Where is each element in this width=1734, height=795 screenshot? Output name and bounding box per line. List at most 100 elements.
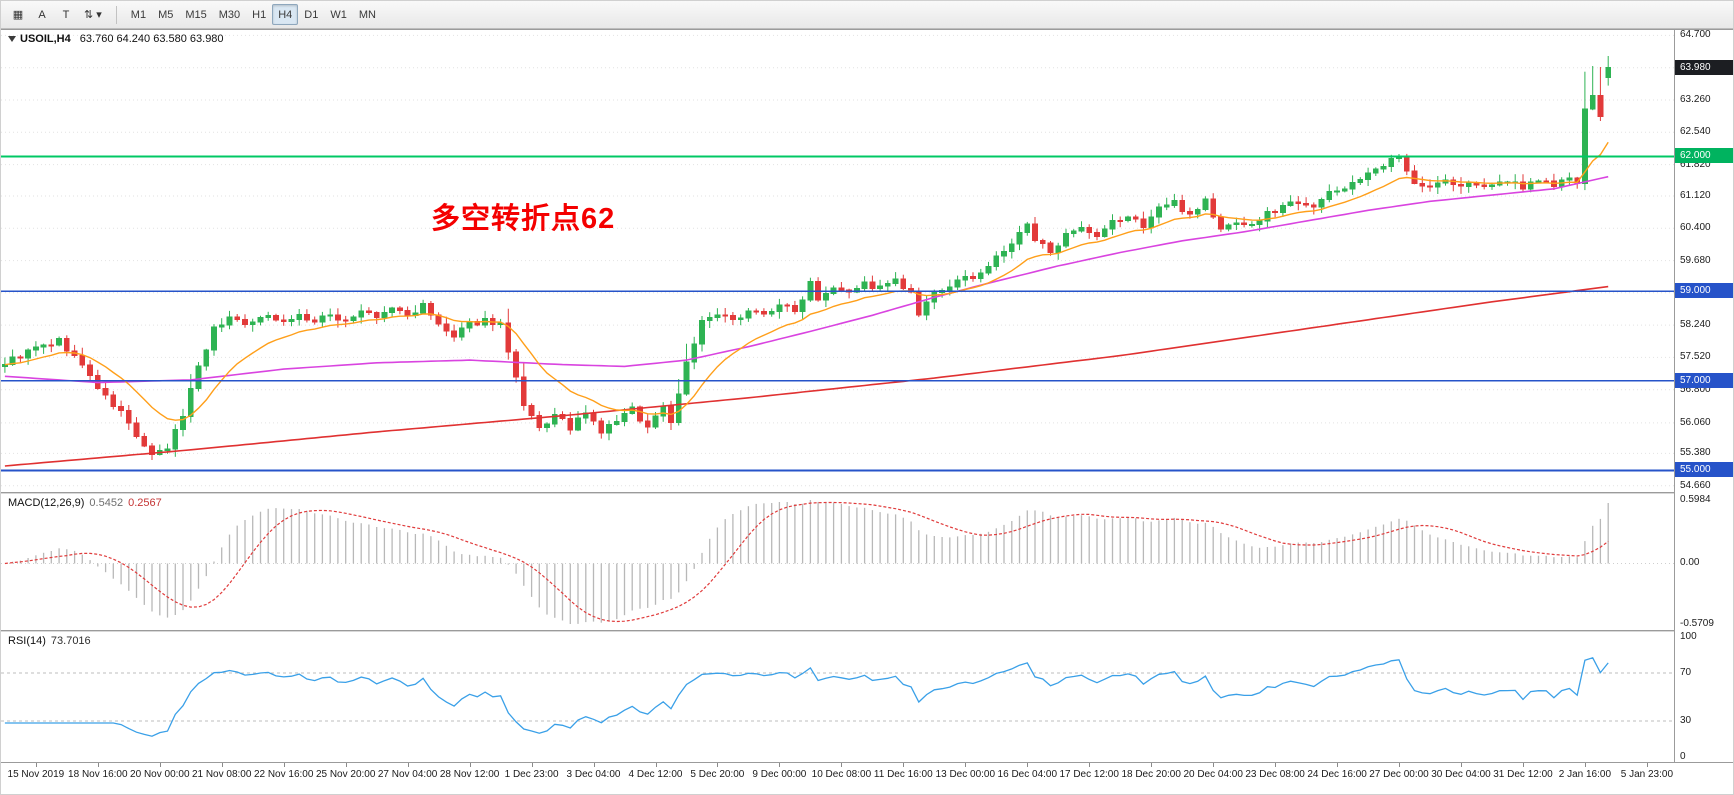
timeframe-button-d1[interactable]: D1 <box>304 8 319 21</box>
time-axis-tick <box>345 763 347 767</box>
time-axis-tick <box>1399 763 1400 767</box>
time-axis[interactable]: 15 Nov 2019 18 Nov 16:00 20 Nov 00:00 21 No… <box>1 762 1733 794</box>
time-label: 5 Jan 23:00 <box>1620 769 1674 780</box>
collapse-arrow-icon[interactable] <box>8 36 16 43</box>
time-axis-tick <box>593 763 595 767</box>
time-label: 5 Dec 20:00 <box>690 769 745 780</box>
timeframe-button-m1[interactable]: M1 <box>130 8 147 21</box>
time-label: 27 Nov 04:00 <box>377 769 438 780</box>
time-axis-tick <box>965 763 967 767</box>
price-tick: 62.540 <box>1680 126 1711 138</box>
time-label: 16 Dec 04:00 <box>997 769 1058 780</box>
rsi-scale-tick: 70 <box>1680 667 1692 678</box>
macd-canvas[interactable] <box>1 494 1674 630</box>
pane-separator[interactable] <box>1 492 1733 494</box>
macd-scale-tick: 0.5984 <box>1680 494 1711 505</box>
timeframe-button-m5[interactable]: M5 <box>158 8 174 21</box>
time-axis-tick <box>407 763 409 767</box>
time-label: 27 Dec 00:00 <box>1369 769 1429 780</box>
time-axis-tick <box>1584 763 1586 767</box>
macd-scale-tick: 0.00 <box>1680 557 1700 569</box>
time-axis-tick <box>469 763 471 767</box>
time-axis-tick <box>1646 763 1648 767</box>
price-tick: 56.800 <box>1680 383 1711 395</box>
price-tick: 57.520 <box>1680 351 1711 363</box>
price-tick: 54.660 <box>1680 479 1711 491</box>
time-axis-tick <box>1089 763 1091 767</box>
time-label: 22 Nov 16:00 <box>253 769 314 780</box>
chart-windows-icon[interactable]: ▦ <box>12 9 24 21</box>
rsi-label: RSI(14) <box>8 635 46 647</box>
timeframe-button-mn[interactable]: MN <box>358 8 376 21</box>
toolbar-separator <box>115 5 117 24</box>
time-axis-tick <box>531 763 533 767</box>
time-label: 18 Dec 20:00 <box>1121 769 1181 780</box>
price-tick: 64.700 <box>1680 29 1711 41</box>
time-label: 17 Dec 12:00 <box>1059 769 1119 780</box>
price-tick: 63.260 <box>1680 93 1711 105</box>
time-label: 31 Dec 12:00 <box>1493 769 1553 780</box>
timeframe-button-m15[interactable]: M15 <box>185 8 207 21</box>
time-axis-tick <box>841 763 843 767</box>
time-label: 28 Nov 12:00 <box>439 769 500 780</box>
current-price-badge: 63.980 <box>1675 59 1733 75</box>
timeframe-button-w1[interactable]: W1 <box>330 8 347 21</box>
hline-59-badge: 59.000 <box>1675 283 1733 299</box>
cursor-a-icon[interactable]: A <box>38 8 46 21</box>
macd-scale-tick: -0.5709 <box>1680 618 1714 629</box>
rsi-title: RSI(14) 73.7016 <box>8 635 91 647</box>
chart-annotation-text[interactable]: 多空转折点62 <box>431 203 616 235</box>
time-axis-tick <box>1337 763 1339 767</box>
time-label: 30 Dec 04:00 <box>1431 769 1491 780</box>
price-tick: 56.060 <box>1680 416 1711 428</box>
macd-main-value: 0.5452 <box>89 497 124 509</box>
macd-signal-value: 0.2567 <box>128 497 162 509</box>
time-label: 9 Dec 00:00 <box>752 769 807 780</box>
macd-title: MACD(12,26,9) 0.5452 0.2567 <box>8 497 162 509</box>
main-chart-canvas[interactable] <box>1 30 1674 492</box>
rsi-canvas[interactable] <box>1 632 1674 762</box>
hline-57-badge: 57.000 <box>1675 372 1733 388</box>
time-label: 23 Dec 08:00 <box>1245 769 1305 780</box>
price-tick: 61.120 <box>1680 189 1711 201</box>
scale-toggle-icon[interactable]: ⇅ ▾ <box>84 9 102 21</box>
time-label: 3 Dec 04:00 <box>566 769 621 780</box>
symbol-timeframe-label: USOIL,H4 <box>20 33 71 45</box>
rsi-value: 73.7016 <box>50 635 91 647</box>
time-label: 1 Dec 23:00 <box>504 769 559 780</box>
time-axis-tick <box>903 763 905 767</box>
price-scale[interactable]: 64.700 63.260 62.540 61.820 61.120 60.400 59.6… <box>1674 29 1733 762</box>
time-label: 2 Jan 16:00 <box>1558 769 1612 780</box>
time-label: 11 Dec 16:00 <box>873 769 933 780</box>
timeframe-button-h1[interactable]: H1 <box>252 8 267 21</box>
time-label: 20 Dec 04:00 <box>1183 769 1243 780</box>
time-label: 15 Nov 2019 <box>7 769 65 780</box>
time-axis-tick <box>1523 763 1524 767</box>
time-axis-tick <box>159 763 161 767</box>
timeframe-button-m30[interactable]: M30 <box>218 8 241 21</box>
time-label: 13 Dec 00:00 <box>935 769 996 780</box>
rsi-scale-tick: 100 <box>1680 631 1697 642</box>
chart-area: USOIL,H4 63.760 64.240 63.580 63.980 多空转… <box>1 29 1733 794</box>
text-label-icon[interactable]: T <box>62 8 70 21</box>
time-axis-tick <box>1213 763 1215 767</box>
time-axis-tick <box>35 763 37 767</box>
rsi-pane: RSI(14) 73.7016 <box>1 632 1733 762</box>
time-label: 10 Dec 08:00 <box>811 769 872 780</box>
pane-separator[interactable] <box>1 630 1733 632</box>
time-label: 18 Nov 16:00 <box>68 769 128 780</box>
time-label: 20 Nov 00:00 <box>130 769 190 780</box>
time-label: 21 Nov 08:00 <box>191 769 252 780</box>
time-axis-tick <box>655 763 657 767</box>
time-axis-tick <box>221 763 223 767</box>
time-axis-tick <box>1275 763 1277 767</box>
price-tick: 61.820 <box>1680 158 1711 170</box>
toolbar: ▦ A T ⇅ ▾ M1 M5 M15 M30 H1 H4 D1 W1 MN <box>1 1 1733 29</box>
price-tick: 58.240 <box>1680 319 1711 331</box>
timeframe-button-h4[interactable]: H4 <box>272 4 299 25</box>
time-axis-tick <box>1027 763 1029 767</box>
time-axis-tick <box>717 763 719 767</box>
time-axis-tick <box>97 763 99 767</box>
main-chart-pane: USOIL,H4 63.760 64.240 63.580 63.980 多空转… <box>1 30 1733 492</box>
